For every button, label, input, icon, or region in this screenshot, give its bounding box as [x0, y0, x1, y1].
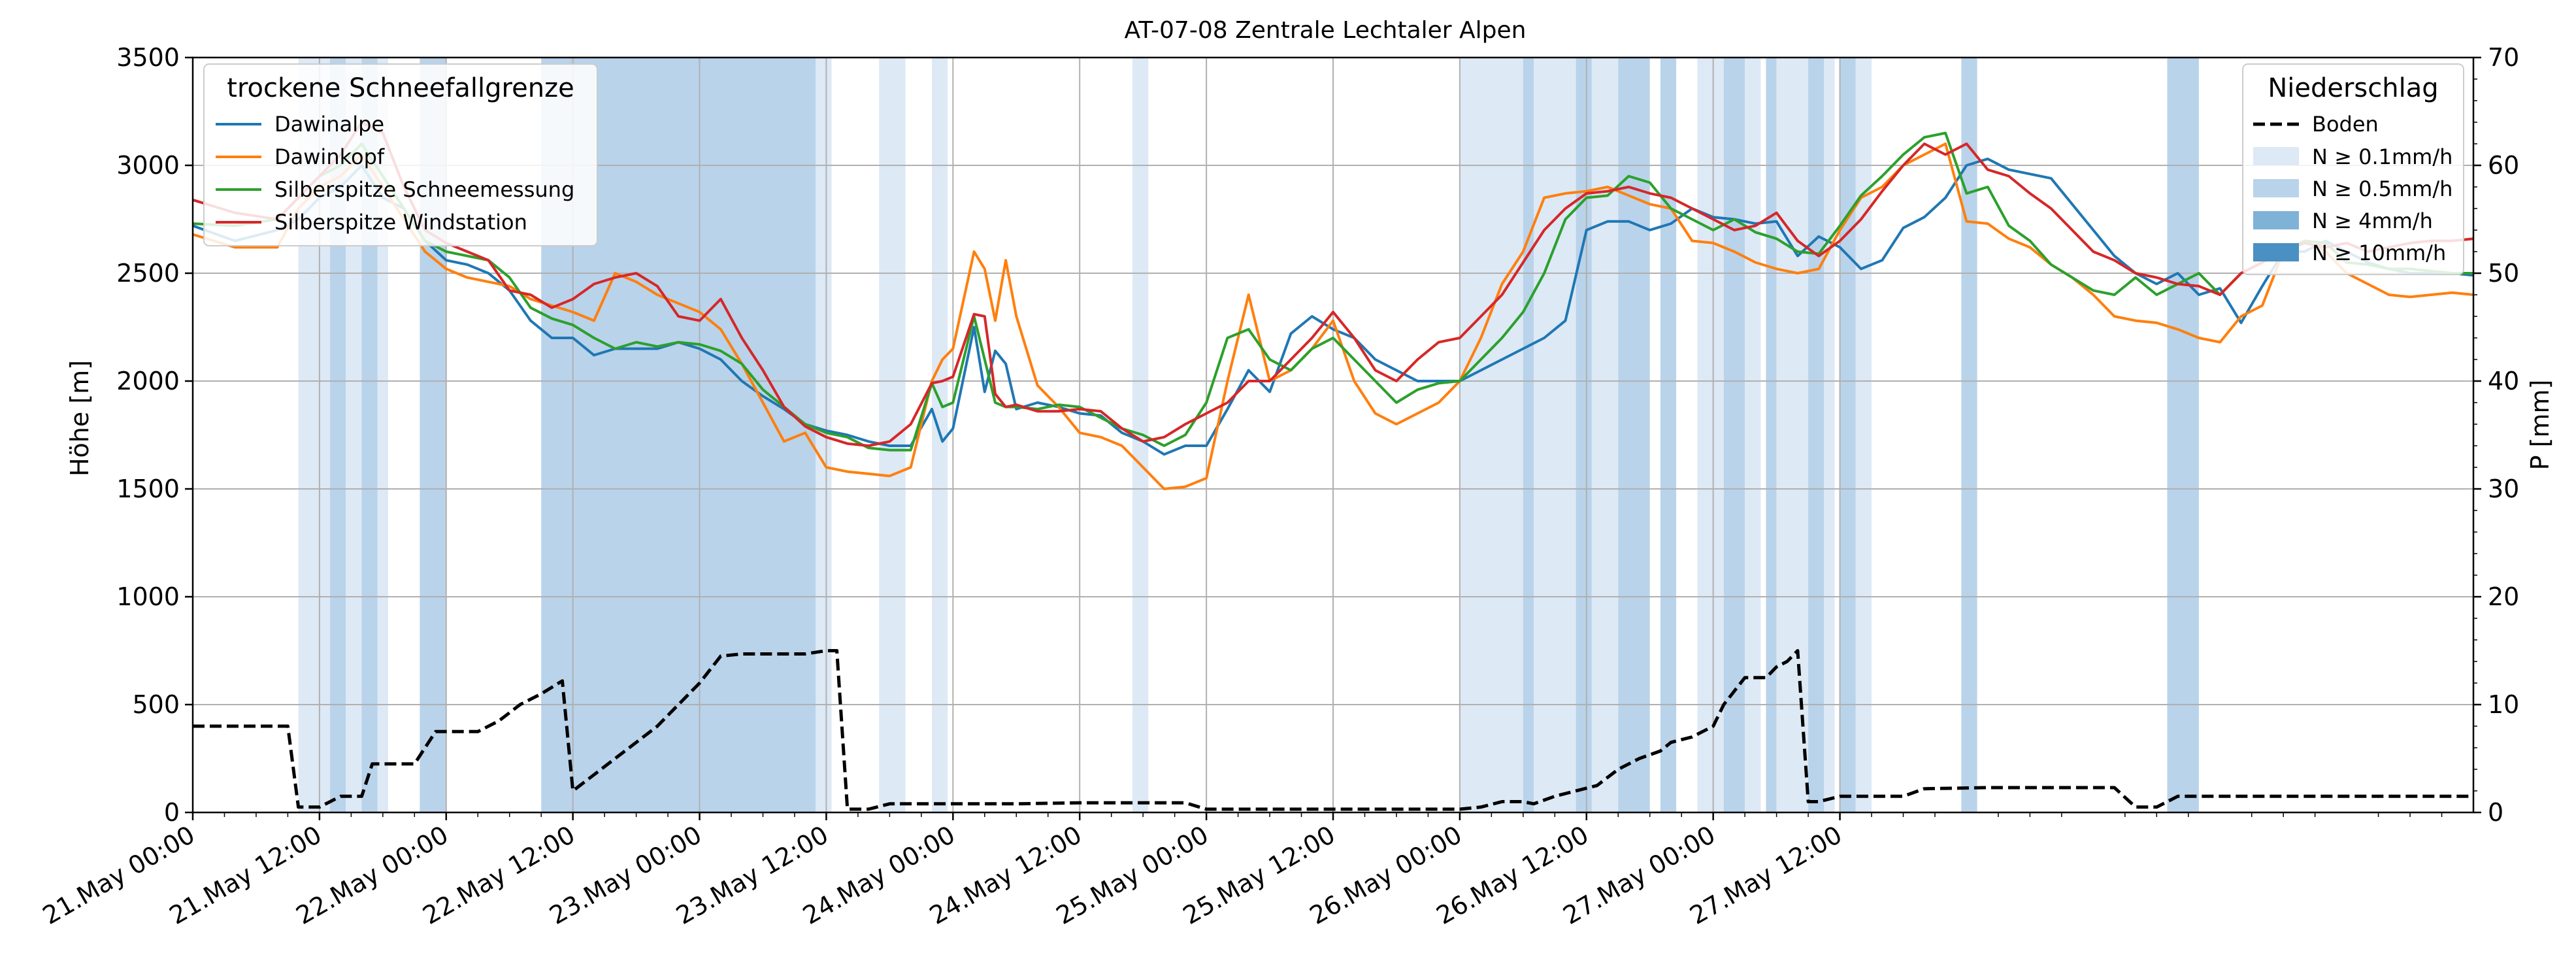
series-line-boden — [193, 649, 2473, 811]
y-tick-label: 2500 — [116, 259, 180, 288]
legend-swatch — [2253, 147, 2299, 165]
y2-tick-label: 40 — [2488, 367, 2519, 395]
precip-band — [1840, 58, 1856, 812]
y2-tick-label: 0 — [2488, 798, 2503, 827]
precip-band — [1618, 58, 1650, 812]
precip-band — [1576, 58, 1592, 812]
y2-tick-label: 30 — [2488, 475, 2519, 503]
precip-band — [1766, 58, 1777, 812]
precip-band — [1855, 58, 1872, 812]
legend-swatch — [2253, 211, 2299, 229]
precip-band — [1660, 58, 1677, 812]
precip-band — [2167, 58, 2199, 812]
y-tick-label: 3000 — [116, 151, 180, 180]
legend-entry-label: Silberspitze Schneemessung — [274, 177, 574, 202]
y-tick-label: 2000 — [116, 367, 180, 395]
legend-right: Niederschlag Boden N ≥ 0.1mm/h N ≥ 0.5mm/h N… — [2242, 63, 2464, 275]
legend-swatch — [2253, 243, 2299, 261]
precip-band — [879, 58, 906, 812]
precip-band — [1459, 58, 1523, 812]
precip-band — [1723, 58, 1745, 812]
y-tick-label: 3500 — [116, 43, 180, 72]
y2-axis-label: P [mm] — [2526, 380, 2554, 471]
y-axis-label: Höhe [m] — [65, 360, 94, 476]
y2-tick-label: 20 — [2488, 582, 2519, 611]
y-tick-label: 1000 — [116, 582, 180, 611]
legend-entry-label: N ≥ 0.5mm/h — [2312, 176, 2452, 201]
legend-entry-label: Boden — [2312, 112, 2379, 137]
legend-entry-label: Dawinalpe — [274, 112, 384, 137]
y-tick-label: 1500 — [116, 475, 180, 503]
precip-band — [1591, 58, 1619, 812]
series-line-dawinkopf — [192, 142, 2474, 490]
precip-band — [1533, 58, 1576, 812]
chart-title: AT-07-08 Zentrale Lechtaler Alpen — [1125, 17, 1527, 44]
precip-band — [1776, 58, 1809, 812]
series-line-silberspitze-windstation — [192, 121, 2474, 447]
precip-band — [1697, 58, 1724, 812]
precip-band — [1824, 58, 1835, 812]
precip-band — [1808, 58, 1825, 812]
series-lines — [192, 121, 2474, 811]
y2-tick-label: 10 — [2488, 690, 2519, 719]
legend-right-title: Niederschlag — [2268, 73, 2438, 103]
legend-entry-label: N ≥ 4mm/h — [2312, 209, 2433, 233]
precip-band — [1745, 58, 1761, 812]
legend-entry-label: Dawinkopf — [274, 144, 385, 169]
legend-entry-label: N ≥ 10mm/h — [2312, 241, 2446, 265]
legend-swatch — [2253, 179, 2299, 197]
y2-tick-label: 60 — [2488, 151, 2519, 180]
y2-tick-label: 50 — [2488, 259, 2519, 288]
legend-entry-label: Silberspitze Windstation — [274, 210, 527, 235]
y-tick-label: 500 — [132, 690, 180, 719]
legend-entry-label: N ≥ 0.1mm/h — [2312, 144, 2452, 169]
legend-left: trockene Schneefallgrenze Dawinalpe Dawink… — [203, 63, 598, 246]
legend-left-title: trockene Schneefallgrenze — [227, 73, 574, 103]
precip-band — [1523, 58, 1534, 812]
y-tick-label: 0 — [164, 798, 180, 827]
y2-tick-label: 70 — [2488, 43, 2519, 72]
series-line-silberspitze-schneemessung — [192, 131, 2473, 452]
legend-left-box — [203, 63, 598, 246]
